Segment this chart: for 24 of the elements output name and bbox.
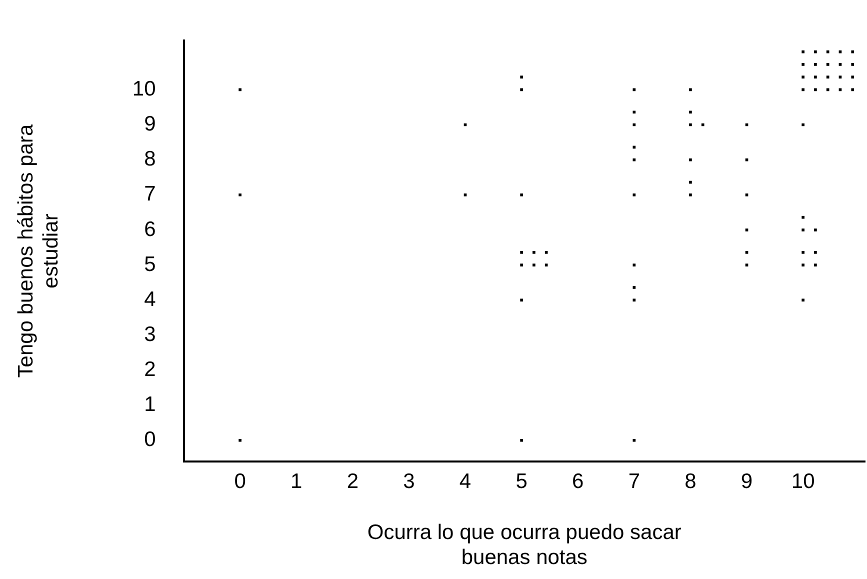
- x-tick-label: 8: [684, 470, 696, 493]
- y-tick-label: 6: [144, 218, 156, 241]
- x-tick-label: 7: [628, 470, 640, 493]
- y-tick-label: 8: [144, 148, 156, 171]
- y-tick-label: 9: [144, 112, 156, 136]
- x-tick-label: 5: [516, 470, 528, 493]
- y-tick-label: 4: [144, 288, 156, 311]
- y-tick-label: 3: [144, 322, 156, 346]
- y-tick-label: 10: [132, 77, 156, 100]
- x-tick-label: 10: [791, 470, 815, 493]
- y-tick-label: 2: [144, 358, 156, 382]
- y-axis-title: Tengo buenos hábitos para estudiar: [14, 124, 63, 378]
- y-tick-label: 0: [144, 428, 156, 452]
- x-tick-label: 3: [403, 470, 415, 493]
- x-tick-label: 4: [459, 470, 472, 493]
- x-tick-label: 2: [346, 470, 359, 493]
- x-axis-title: Ocurra lo que ocurra puedo sacar buenas notas: [367, 520, 682, 570]
- x-tick-label: 0: [234, 470, 246, 493]
- y-tick-label: 7: [144, 182, 156, 206]
- x-tick-label: 6: [572, 470, 584, 493]
- y-tick-label: 5: [144, 252, 156, 276]
- y-tick-label: 1: [144, 393, 156, 416]
- x-tick-label: 1: [290, 470, 302, 493]
- x-tick-label: 9: [740, 470, 753, 493]
